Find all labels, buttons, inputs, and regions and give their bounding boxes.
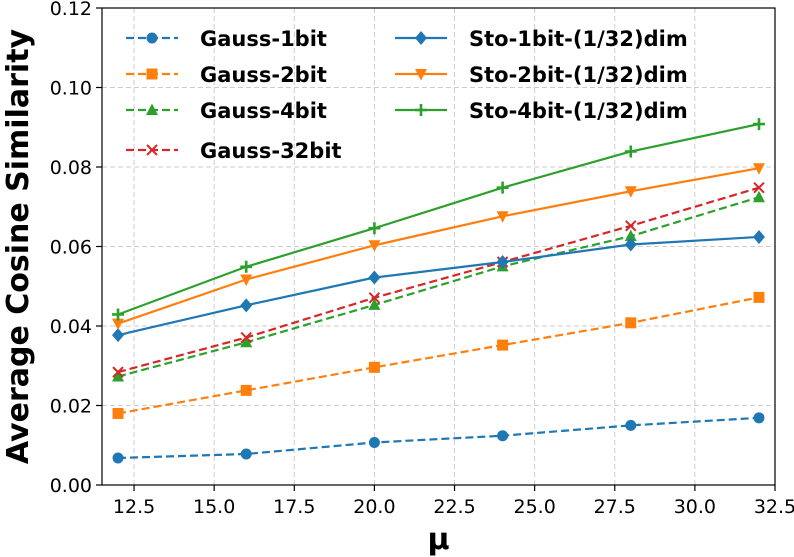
series-gauss-32bit [112, 181, 765, 378]
x-tick-label: 20.0 [353, 496, 395, 518]
legend-entry: Gauss-1bit [126, 27, 327, 51]
data-point [752, 118, 765, 131]
legend-entry: Gauss-4bit [126, 99, 327, 123]
data-point [368, 436, 380, 448]
data-point [240, 384, 252, 396]
data-point [112, 452, 124, 464]
legend-label: Gauss-2bit [200, 63, 327, 87]
series-line [117, 186, 760, 374]
x-tick-label: 12.5 [113, 496, 155, 518]
y-axis-label: Average Cosine Similarity [1, 28, 36, 464]
x-tick-label: 17.5 [273, 496, 315, 518]
legend-entry: Sto-4bit-(1/32)dim [395, 99, 688, 123]
y-tick-label: 0.08 [50, 157, 92, 179]
data-point [752, 190, 765, 203]
x-tick-label: 32.5 [754, 496, 794, 518]
data-point [112, 318, 125, 331]
data-point [368, 361, 380, 373]
data-point [752, 163, 765, 175]
series-gauss-4bit [112, 190, 765, 382]
data-point [240, 335, 253, 348]
x-tick-label: 27.5 [594, 496, 636, 518]
series-gauss-2bit [112, 291, 765, 419]
data-point [624, 229, 637, 242]
series-sto-1bit-1-32-dim [112, 229, 765, 343]
data-point [368, 240, 381, 252]
legend-label: Sto-1bit-(1/32)dim [469, 27, 688, 51]
legend-entry: Sto-2bit-(1/32)dim [395, 63, 688, 87]
series-sto-2bit-1-32-dim [112, 163, 765, 331]
legend-label: Gauss-4bit [200, 99, 327, 123]
series-line [117, 296, 760, 415]
data-point [624, 237, 637, 252]
y-tick-label: 0.04 [50, 316, 92, 338]
data-point [752, 229, 765, 244]
data-point [496, 181, 509, 194]
data-point [240, 274, 253, 286]
legend-label: Gauss-32bit [200, 139, 342, 163]
data-point [368, 270, 381, 285]
legend-marker [415, 69, 427, 81]
data-point [368, 298, 381, 310]
series-line [117, 235, 760, 337]
data-point [112, 366, 124, 378]
data-point [368, 292, 381, 304]
series-gauss-1bit [112, 412, 765, 464]
legend-marker [415, 31, 427, 45]
data-point [240, 331, 252, 344]
data-point [624, 186, 637, 198]
legend-entry: Sto-1bit-(1/32)dim [395, 27, 688, 51]
data-point [368, 222, 381, 235]
y-tick-label: 0.06 [50, 237, 92, 259]
y-tick-label: 0.02 [50, 396, 92, 418]
data-point [497, 339, 509, 351]
x-tick-label: 25.0 [513, 496, 555, 518]
data-point [625, 220, 637, 232]
legend-entry: Gauss-32bit [126, 139, 342, 163]
data-point [496, 211, 509, 223]
data-point [496, 255, 509, 270]
data-point [625, 419, 637, 431]
legend-marker [146, 144, 158, 156]
series-line [117, 167, 760, 325]
data-point [753, 291, 765, 303]
legend-label: Sto-4bit-(1/32)dim [469, 99, 688, 123]
data-point [624, 145, 637, 158]
x-tick-label: 22.5 [433, 496, 475, 518]
x-axis-label: μ [427, 522, 449, 557]
y-tick-label: 0.10 [50, 78, 92, 100]
x-tick-label: 30.0 [674, 496, 716, 518]
legend-marker [415, 104, 427, 116]
series-sto-4bit-1-32-dim [112, 118, 765, 321]
ticks: 12.5 15.0 17.5 20.0 22.5 25.0 27.5 30.0 32.5 0.00… [50, 0, 794, 518]
legend-marker [146, 103, 158, 115]
data-point [753, 181, 765, 194]
data-point [240, 298, 253, 313]
legend-marker [146, 32, 158, 44]
x-tick-label: 15.0 [193, 496, 235, 518]
legend-label: Sto-2bit-(1/32)dim [469, 63, 688, 87]
series-line [117, 196, 760, 378]
y-tick-label: 0.12 [50, 0, 92, 20]
data-point [112, 308, 125, 321]
legend-marker [146, 68, 158, 80]
y-tick-label: 0.00 [50, 475, 92, 497]
data-point [497, 430, 509, 442]
data-point [112, 407, 124, 419]
series-line [117, 416, 760, 460]
data-point [112, 328, 125, 343]
data-point [240, 260, 253, 273]
legend-entry: Gauss-2bit [126, 63, 327, 87]
series-layer [112, 118, 765, 464]
data-point [625, 317, 637, 329]
series-line [117, 122, 760, 316]
data-point [112, 369, 125, 382]
legend: Gauss-1bit Gauss-2bit Gauss-4bit Gauss-32bi… [126, 27, 688, 163]
legend-label: Gauss-1bit [200, 27, 327, 51]
data-point [240, 448, 252, 460]
data-point [753, 412, 765, 424]
